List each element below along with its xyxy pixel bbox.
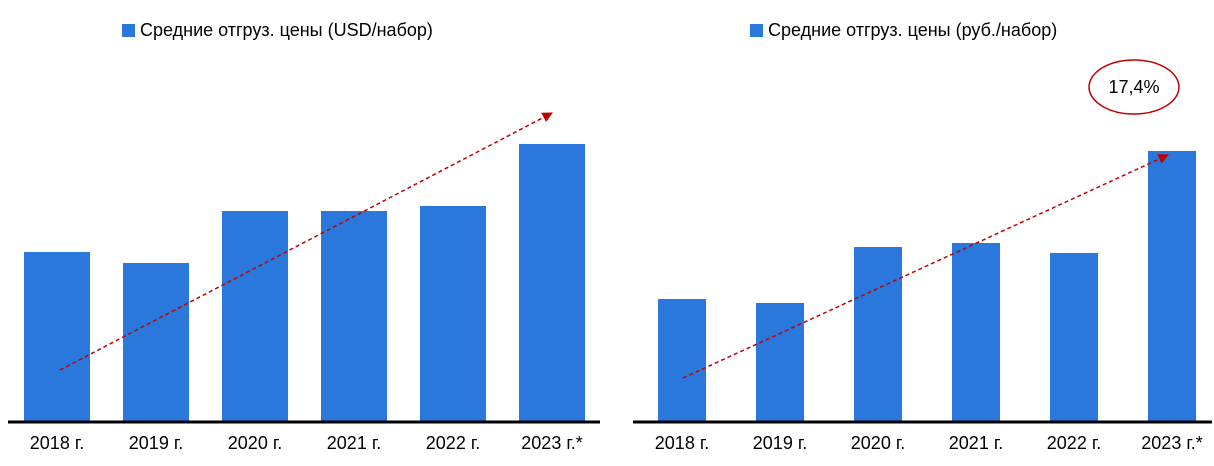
annotation-ellipse <box>1088 59 1180 115</box>
bar <box>24 252 90 421</box>
annotation: 17,4% <box>1108 77 1159 97</box>
legend-label: Средние отгруз. цены (USD/набор) <box>140 20 433 40</box>
bar <box>123 263 189 421</box>
legend-label: Средние отгруз. цены (руб./набор) <box>768 20 1057 40</box>
x-tick-label: 2022 г. <box>1047 433 1101 453</box>
x-tick-label: 2021 г. <box>949 433 1003 453</box>
legend-swatch <box>750 24 763 37</box>
bar <box>1050 253 1098 421</box>
x-tick-label: 2020 г. <box>228 433 282 453</box>
trend-arrow <box>682 154 1169 379</box>
bar <box>658 299 706 421</box>
bar <box>519 144 585 421</box>
trend-arrow <box>59 112 553 371</box>
legend-swatch <box>122 24 135 37</box>
bar <box>222 211 288 421</box>
bar <box>756 303 804 421</box>
x-tick-label: 2019 г. <box>753 433 807 453</box>
bar <box>1148 151 1196 421</box>
x-tick-label: 2018 г. <box>30 433 84 453</box>
bar <box>321 211 387 421</box>
x-tick-label: 2018 г. <box>655 433 709 453</box>
bar <box>854 247 902 421</box>
x-tick-label: 2023 г.* <box>521 433 582 453</box>
bar <box>420 206 486 421</box>
x-tick-label: 2023 г.* <box>1141 433 1202 453</box>
x-tick-label: 2019 г. <box>129 433 183 453</box>
bar <box>952 243 1000 421</box>
x-tick-label: 2022 г. <box>426 433 480 453</box>
x-tick-label: 2021 г. <box>327 433 381 453</box>
x-tick-label: 2020 г. <box>851 433 905 453</box>
